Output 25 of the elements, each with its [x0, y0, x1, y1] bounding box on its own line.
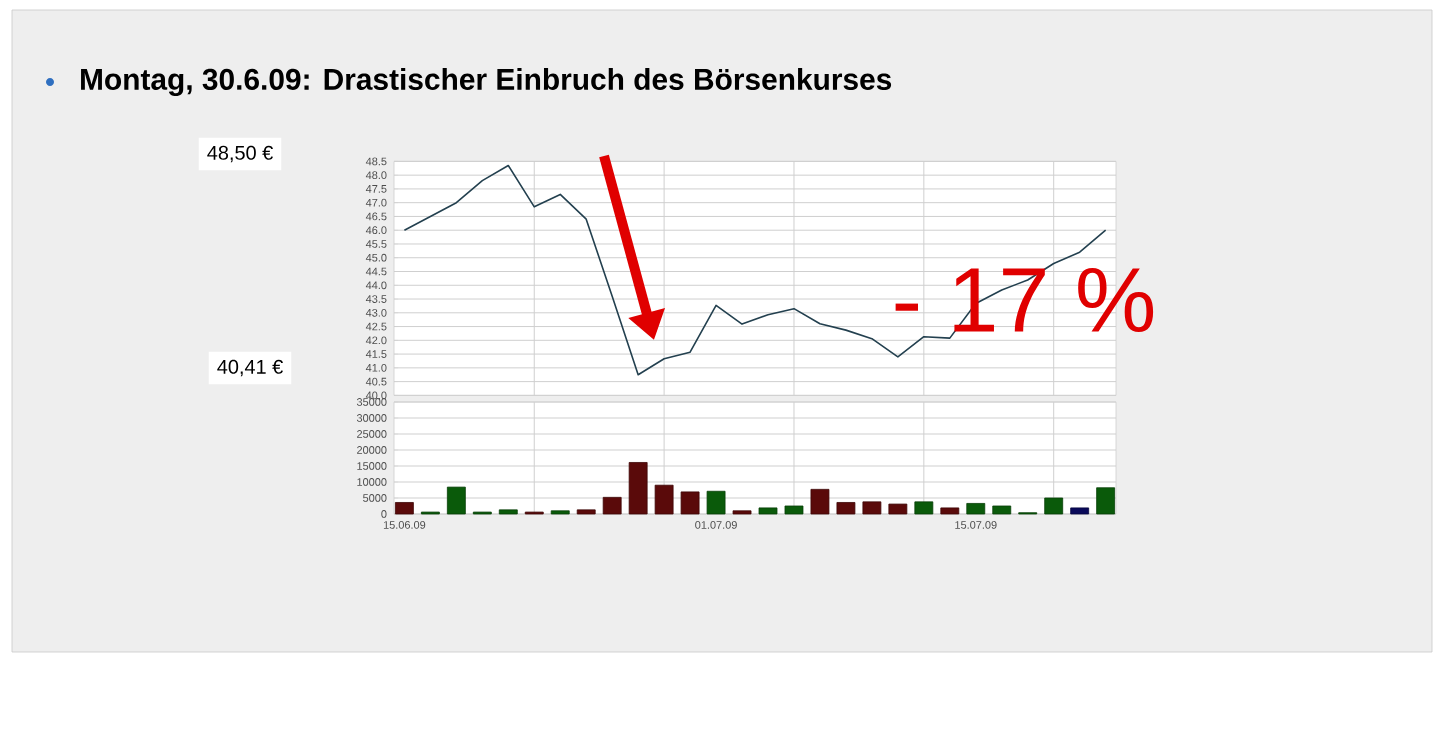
bar: [1044, 497, 1064, 515]
bar: [836, 502, 856, 515]
bar: [628, 462, 648, 515]
bar: [862, 501, 882, 515]
bar: [498, 509, 518, 515]
bar: [810, 488, 830, 515]
bar: [602, 496, 622, 515]
bar: [758, 507, 778, 515]
bar: [706, 490, 726, 515]
bar: [940, 507, 960, 515]
chart-title: Montag, 30.6.09: Drastischer Einbruch des Börsenkurses: [81, 68, 892, 96]
bar: [966, 503, 986, 515]
text: 48,50 €: [207, 145, 273, 163]
bar: [680, 491, 700, 515]
bar: [576, 509, 596, 515]
bar: [784, 505, 804, 515]
bar: [888, 503, 908, 515]
bar: [1096, 487, 1116, 515]
bar: [914, 501, 934, 515]
bar: [992, 505, 1012, 515]
bar: [446, 486, 466, 515]
bar: [395, 502, 414, 515]
bar: [654, 484, 674, 515]
text: 40,41 €: [217, 359, 283, 377]
bar: [1070, 507, 1090, 515]
